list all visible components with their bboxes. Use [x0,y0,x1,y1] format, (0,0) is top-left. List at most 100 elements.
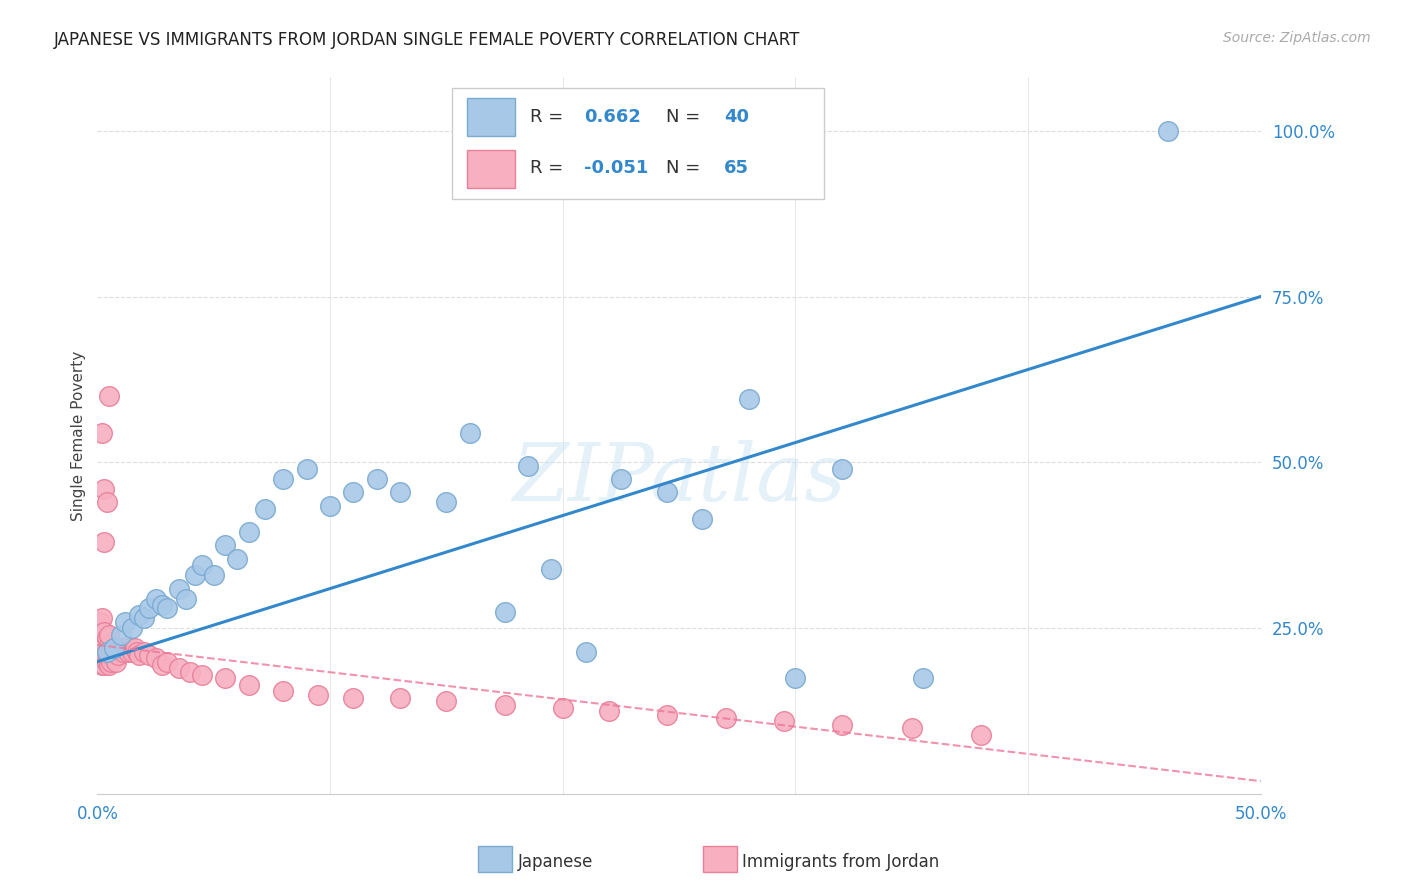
Point [295,462,318,476]
Point [1156,123,1178,137]
Point [91,641,114,656]
Point [91,651,114,665]
Point [110,641,132,656]
Point [91,657,114,672]
Point [117,645,139,659]
Point [657,707,679,722]
Point [103,651,125,665]
Point [156,601,179,615]
Point [98,628,121,642]
Point [540,562,562,576]
Point [152,598,174,612]
Point [342,485,364,500]
Point [785,671,807,685]
Point [98,389,121,403]
Point [494,605,516,619]
Point [121,621,143,635]
Point [96,645,118,659]
Point [238,678,260,692]
Point [138,648,160,662]
Point [738,392,761,407]
Point [100,645,122,659]
Point [434,495,457,509]
Point [132,645,155,659]
Point [273,472,295,486]
Point [598,705,620,719]
Point [434,694,457,708]
Point [156,655,179,669]
Point [167,661,190,675]
Point [89,615,111,629]
Point [93,638,115,652]
Point [89,638,111,652]
Point [253,502,276,516]
Point [111,645,134,659]
Point [214,671,236,685]
Point [214,538,236,552]
Point [132,611,155,625]
Text: ZIPatlas: ZIPatlas [512,440,846,517]
Point [93,624,115,639]
Point [202,568,225,582]
Point [128,648,150,662]
Point [121,645,143,659]
Point [516,458,538,473]
Text: JAPANESE VS IMMIGRANTS FROM JORDAN SINGLE FEMALE POVERTY CORRELATION CHART: JAPANESE VS IMMIGRANTS FROM JORDAN SINGL… [53,31,800,49]
Point [226,551,249,566]
Point [98,648,121,662]
Point [104,645,127,659]
Point [89,645,111,659]
Point [610,472,633,486]
Point [690,512,713,526]
Point [138,601,160,615]
Point [104,655,127,669]
Point [145,651,167,665]
Point [96,645,118,659]
Point [714,711,737,725]
Point [114,641,136,656]
Point [91,611,114,625]
Point [238,525,260,540]
Point [388,691,411,706]
Point [125,645,148,659]
Point [91,624,114,639]
Point [273,684,295,698]
Text: Immigrants from Jordan: Immigrants from Jordan [742,853,939,871]
Point [388,485,411,500]
Point [98,657,121,672]
Point [458,425,481,440]
Point [114,615,136,629]
Point [184,568,207,582]
Point [319,499,342,513]
Point [342,691,364,706]
Point [93,535,115,549]
Point [103,641,125,656]
Point [191,668,214,682]
Point [96,632,118,646]
Point [900,721,922,735]
Point [494,698,516,712]
Point [118,641,141,656]
Point [100,655,122,669]
Point [89,655,111,669]
Point [366,472,388,486]
Point [772,714,794,729]
Point [93,657,115,672]
Point [575,645,598,659]
Point [179,665,201,679]
Point [657,485,679,500]
Point [152,657,174,672]
Point [191,558,214,573]
Point [124,641,146,656]
Y-axis label: Single Female Poverty: Single Female Poverty [72,351,86,521]
Point [912,671,935,685]
Point [98,638,121,652]
Point [970,728,993,742]
Point [174,591,197,606]
Point [831,462,853,476]
Point [307,688,329,702]
Point [107,648,129,662]
Text: Japanese: Japanese [517,853,593,871]
Point [128,608,150,623]
Text: Source: ZipAtlas.com: Source: ZipAtlas.com [1223,31,1371,45]
